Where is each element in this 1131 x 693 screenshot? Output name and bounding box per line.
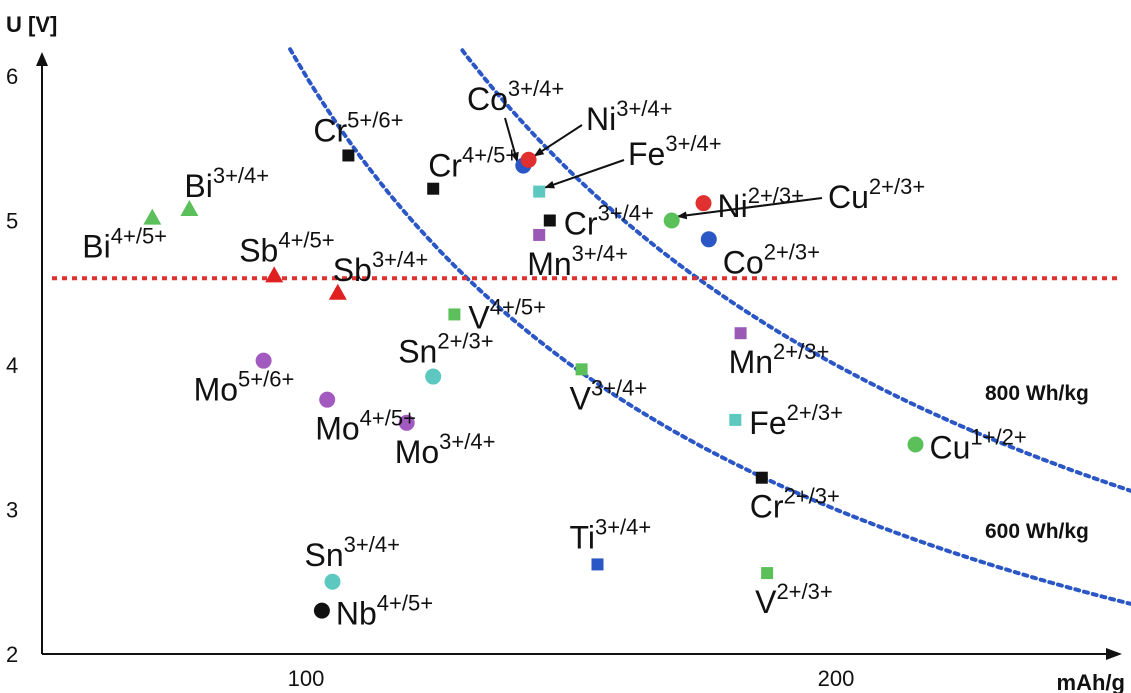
point-cu-12 <box>907 436 924 453</box>
label-v-23: V2+/3+ <box>755 579 833 620</box>
label-cr-45: Cr4+/5+ <box>428 143 518 184</box>
label-ni-23: Ni2+/3+ <box>718 183 805 224</box>
label-mo-56: Mo5+/6+ <box>194 367 295 408</box>
label-fe-23: Fe2+/3+ <box>749 400 843 441</box>
label-co-23: Co2+/3+ <box>723 239 820 280</box>
label-cr-34: Cr3+/4+ <box>564 201 654 242</box>
point-sb-34 <box>328 283 347 300</box>
y-tick-label-2: 2 <box>6 642 18 667</box>
label-cu-12: Cu1+/2+ <box>930 424 1027 465</box>
label-sn-34: Sn3+/4+ <box>305 532 400 573</box>
point-co-23 <box>700 231 717 248</box>
y-tick-label-6: 6 <box>6 64 18 89</box>
label-arrows <box>504 117 823 220</box>
label-mn-34: Mn3+/4+ <box>527 241 628 282</box>
label-mo-34: Mo3+/4+ <box>395 429 496 470</box>
x-axis-label: mAh/g <box>1057 670 1125 693</box>
label-bi-34: Bi3+/4+ <box>184 163 269 204</box>
label-v-45: V4+/5+ <box>468 294 546 335</box>
point-sn-34 <box>324 573 341 590</box>
point-cr-23 <box>755 471 768 484</box>
y-tick-label-3: 3 <box>6 498 18 523</box>
label-mo-45: Mo4+/5+ <box>315 406 416 447</box>
label-bi-45: Bi4+/5+ <box>82 224 167 265</box>
energy-label-800: 800 Wh/kg <box>985 382 1089 405</box>
point-sb-45 <box>265 266 284 283</box>
arrow-ni-34 <box>533 124 583 157</box>
energy-curve-600 <box>288 47 1131 606</box>
label-nb-45: Nb4+/5+ <box>336 591 433 632</box>
label-fe-34: Fe3+/4+ <box>628 131 722 172</box>
point-mo-45 <box>319 391 336 408</box>
point-fe-34 <box>533 185 546 198</box>
point-mn-23 <box>734 327 747 340</box>
point-v-23 <box>761 567 774 580</box>
label-cu-23: Cu2+/3+ <box>828 174 925 215</box>
point-mo-34 <box>398 414 415 431</box>
label-mn-23: Mn2+/3+ <box>729 339 830 380</box>
arrow-cu-23 <box>676 197 823 220</box>
label-sb-45: Sb4+/5+ <box>239 227 334 268</box>
y-axis-arrowhead <box>36 52 48 66</box>
point-ti-34 <box>591 558 604 571</box>
data-points <box>143 149 924 619</box>
point-cr-56 <box>342 149 355 162</box>
label-sn-23: Sn2+/3+ <box>398 329 493 370</box>
point-ni-23 <box>695 195 712 212</box>
point-mo-56 <box>255 352 272 369</box>
y-tick-label-5: 5 <box>6 209 18 234</box>
point-nb-45 <box>313 602 330 619</box>
energy-label-600: 600 Wh/kg <box>985 520 1089 543</box>
x-axis-arrowhead <box>1106 648 1122 660</box>
label-cr-23: Cr2+/3+ <box>750 484 840 525</box>
label-ti-34: Ti3+/4+ <box>570 514 652 555</box>
axes: 2 3 4 5 6 100 200 U [V] mAh/g <box>6 12 1125 693</box>
y-axis-label: U [V] <box>6 12 57 37</box>
point-sn-23 <box>425 368 442 385</box>
label-co-34: Co3+/4+ <box>467 76 564 117</box>
point-v-45 <box>448 308 461 321</box>
point-mn-34 <box>533 228 546 241</box>
x-tick-label-200: 200 <box>818 666 855 691</box>
point-ni-34 <box>520 151 537 168</box>
label-v-34: V3+/4+ <box>570 375 648 416</box>
label-cr-56: Cr5+/6+ <box>313 107 403 148</box>
label-ni-34: Ni3+/4+ <box>586 96 673 137</box>
point-bi-34 <box>180 199 199 216</box>
label-sb-34: Sb3+/4+ <box>333 247 428 288</box>
energy-curves <box>288 47 1131 606</box>
x-tick-label-100: 100 <box>288 666 325 691</box>
point-v-34 <box>575 363 588 376</box>
point-bi-45 <box>143 208 162 225</box>
point-fe-23 <box>729 413 742 426</box>
y-tick-label-4: 4 <box>6 353 18 378</box>
arrow-co-34 <box>504 117 519 163</box>
energy-curve-800 <box>460 48 1131 493</box>
point-cr-34 <box>543 214 556 227</box>
arrow-fe-34 <box>544 159 625 189</box>
point-cu-23 <box>663 212 680 229</box>
point-cr-45 <box>427 182 440 195</box>
